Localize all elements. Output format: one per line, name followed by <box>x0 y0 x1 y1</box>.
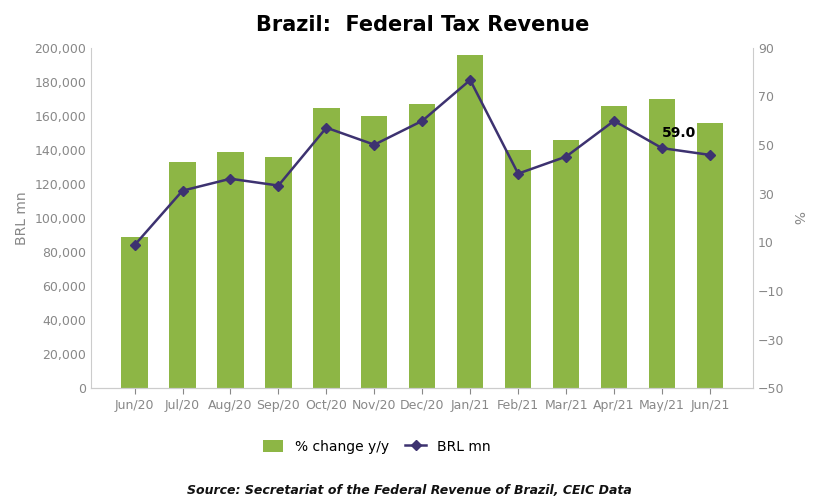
Bar <box>409 104 436 388</box>
Bar <box>697 123 723 388</box>
Bar <box>361 116 387 388</box>
Bar <box>217 152 243 388</box>
Bar <box>505 150 532 388</box>
Bar <box>265 157 292 388</box>
Y-axis label: BRL mn: BRL mn <box>15 191 29 245</box>
Bar <box>457 55 483 388</box>
Bar <box>313 109 340 388</box>
Legend: % change y/y, BRL mn: % change y/y, BRL mn <box>257 434 496 459</box>
Bar <box>649 99 675 388</box>
Bar <box>601 106 627 388</box>
Title: Brazil:  Federal Tax Revenue: Brazil: Federal Tax Revenue <box>256 15 589 35</box>
Text: Source: Secretariat of the Federal Revenue of Brazil, CEIC Data: Source: Secretariat of the Federal Reven… <box>187 484 632 496</box>
Bar <box>553 140 579 388</box>
Y-axis label: %: % <box>790 211 804 225</box>
Text: 59.0: 59.0 <box>662 125 696 139</box>
Bar <box>121 238 147 388</box>
Bar <box>170 162 196 388</box>
